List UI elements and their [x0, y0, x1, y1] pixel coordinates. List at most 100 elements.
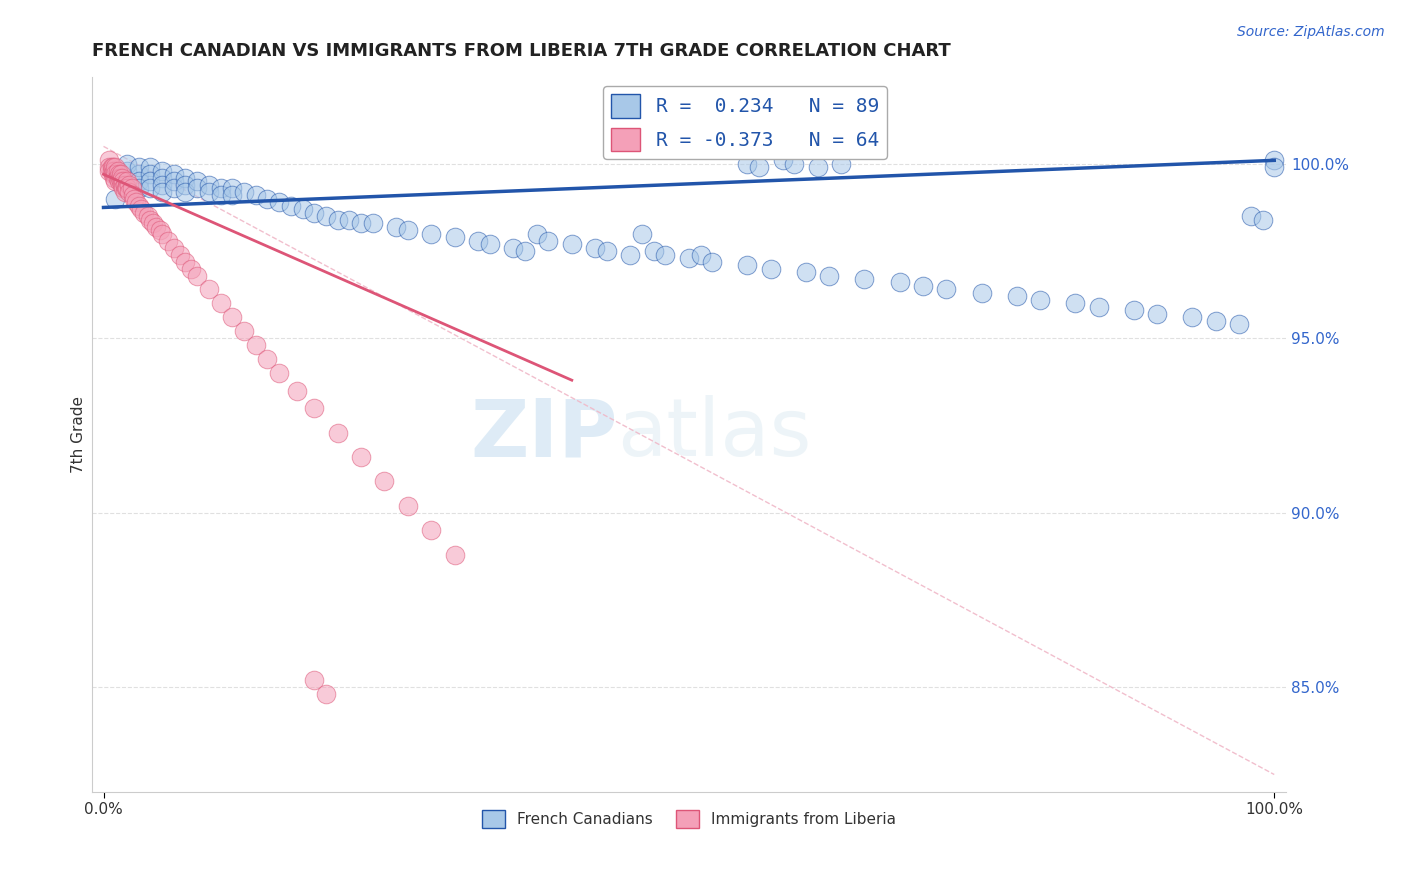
Point: [110, 167, 132, 181]
Point: [807, 161, 830, 175]
Legend: French Canadians, Immigrants from Liberia: French Canadians, Immigrants from Liberi…: [475, 804, 903, 834]
Point: [169, 247, 191, 261]
Point: [221, 188, 243, 202]
Text: atlas: atlas: [617, 395, 811, 474]
Point: [1064, 296, 1087, 310]
Point: [107, 174, 129, 188]
Point: [280, 199, 302, 213]
Point: [139, 212, 162, 227]
Point: [396, 223, 419, 237]
Point: [180, 261, 202, 276]
Point: [396, 499, 419, 513]
Point: [772, 153, 794, 168]
Point: [478, 237, 501, 252]
Point: [198, 283, 221, 297]
Point: [100, 163, 122, 178]
Point: [830, 157, 852, 171]
Point: [654, 247, 676, 261]
Point: [209, 181, 232, 195]
Point: [149, 223, 172, 237]
Point: [1181, 310, 1204, 325]
Point: [121, 188, 143, 202]
Point: [315, 687, 337, 701]
Point: [114, 181, 136, 195]
Point: [111, 178, 134, 192]
Point: [783, 157, 806, 171]
Point: [100, 161, 122, 175]
Point: [122, 192, 145, 206]
Point: [256, 192, 278, 206]
Point: [186, 268, 208, 283]
Point: [302, 205, 325, 219]
Point: [350, 450, 373, 464]
Point: [139, 181, 162, 195]
Point: [291, 202, 314, 217]
Point: [150, 185, 173, 199]
Point: [1029, 293, 1052, 307]
Y-axis label: 7th Grade: 7th Grade: [72, 396, 86, 473]
Point: [373, 475, 395, 489]
Point: [125, 195, 148, 210]
Point: [737, 157, 759, 171]
Point: [150, 170, 173, 185]
Point: [853, 272, 876, 286]
Point: [150, 163, 173, 178]
Point: [174, 170, 197, 185]
Point: [350, 216, 373, 230]
Point: [139, 174, 162, 188]
Point: [186, 181, 208, 195]
Point: [129, 202, 152, 217]
Point: [513, 244, 536, 258]
Point: [420, 523, 443, 537]
Point: [1087, 300, 1109, 314]
Point: [583, 241, 606, 255]
Point: [326, 425, 349, 440]
Point: [970, 285, 993, 300]
Point: [112, 181, 135, 195]
Point: [361, 216, 384, 230]
Point: [911, 279, 934, 293]
Point: [150, 178, 173, 192]
Point: [150, 227, 173, 241]
Point: [118, 185, 141, 199]
Point: [537, 234, 560, 248]
Point: [134, 205, 156, 219]
Point: [269, 366, 291, 380]
Point: [107, 167, 129, 181]
Point: [221, 310, 243, 325]
Point: [121, 181, 143, 195]
Point: [326, 212, 349, 227]
Point: [104, 161, 127, 175]
Point: [1227, 318, 1250, 332]
Point: [115, 163, 138, 178]
Point: [198, 178, 221, 192]
Point: [98, 161, 121, 175]
Point: [104, 167, 127, 181]
Point: [302, 673, 325, 688]
Point: [420, 227, 443, 241]
Point: [737, 258, 759, 272]
Point: [145, 219, 167, 234]
Point: [1205, 314, 1227, 328]
Point: [221, 181, 243, 195]
Point: [118, 178, 141, 192]
Point: [385, 219, 408, 234]
Point: [1122, 303, 1144, 318]
Point: [443, 548, 465, 562]
Point: [101, 161, 124, 175]
Point: [315, 209, 337, 223]
Point: [889, 276, 911, 290]
Point: [702, 254, 724, 268]
Point: [174, 185, 197, 199]
Point: [115, 157, 138, 171]
Point: [101, 167, 124, 181]
Point: [269, 195, 291, 210]
Point: [233, 185, 256, 199]
Point: [186, 174, 208, 188]
Point: [1263, 161, 1285, 175]
Point: [256, 352, 278, 367]
Point: [631, 227, 654, 241]
Text: ZIP: ZIP: [470, 395, 617, 474]
Point: [108, 170, 131, 185]
Point: [619, 247, 641, 261]
